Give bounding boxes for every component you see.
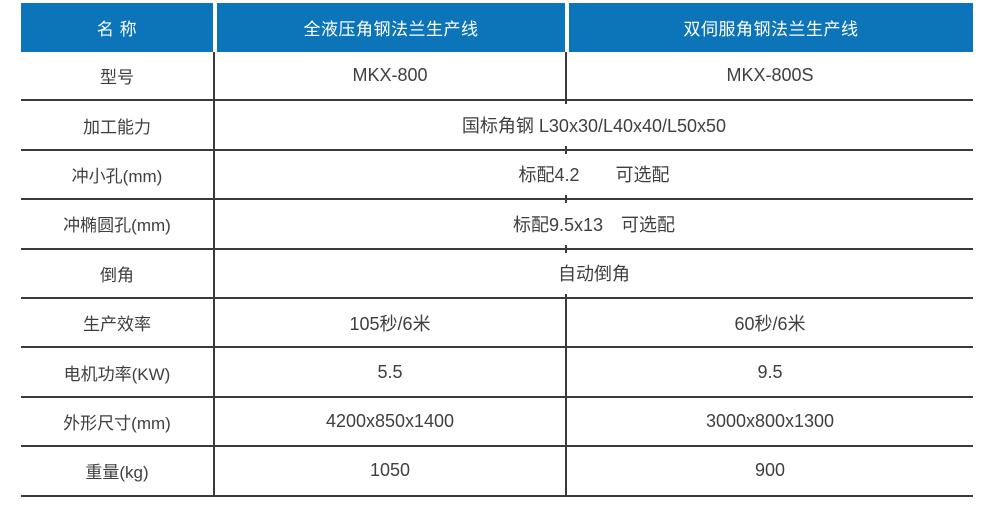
value-oval-hole: 标配9.5x13 可选配	[213, 200, 973, 250]
row-label-chamfer: 倒角	[21, 250, 213, 299]
value-weight-servo: 900	[565, 447, 973, 497]
value-efficiency-servo: 60秒/6米	[565, 298, 973, 349]
row-label-weight: 重量(kg)	[21, 447, 213, 497]
value-efficiency-hydraulic: 105秒/6米	[213, 298, 565, 349]
value-weight-hydraulic: 1050	[213, 447, 565, 497]
row-label-model: 型号	[21, 52, 213, 102]
row-label-capacity: 加工能力	[21, 101, 213, 151]
value-capacity: 国标角钢 L30x30/L40x40/L50x50	[213, 101, 973, 151]
product-spec-table: 名 称 全液压角钢法兰生产线 双伺服角钢法兰生产线 型号 MKX-800 MKX…	[21, 3, 973, 497]
header-cell-name: 名 称	[21, 3, 213, 52]
value-chamfer: 自动倒角	[213, 249, 973, 299]
header-cell-servo-line: 双伺服角钢法兰生产线	[565, 3, 973, 52]
row-label-dimensions: 外形尺寸(mm)	[21, 398, 213, 448]
value-dimensions-hydraulic: 4200x850x1400	[213, 397, 565, 448]
row-label-small-hole: 冲小孔(mm)	[21, 151, 213, 201]
row-label-efficiency: 生产效率	[21, 299, 213, 349]
value-small-hole: 标配4.2 可选配	[213, 150, 973, 201]
header-cell-hydraulic-line: 全液压角钢法兰生产线	[213, 3, 565, 52]
value-dimensions-servo: 3000x800x1300	[565, 397, 973, 448]
value-model-servo: MKX-800S	[565, 52, 973, 102]
row-label-oval-hole: 冲椭圆孔(mm)	[21, 200, 213, 250]
row-label-motor-power: 电机功率(KW)	[21, 348, 213, 398]
value-model-hydraulic: MKX-800	[213, 52, 565, 102]
value-motor-power-hydraulic: 5.5	[213, 348, 565, 398]
value-motor-power-servo: 9.5	[565, 348, 973, 398]
